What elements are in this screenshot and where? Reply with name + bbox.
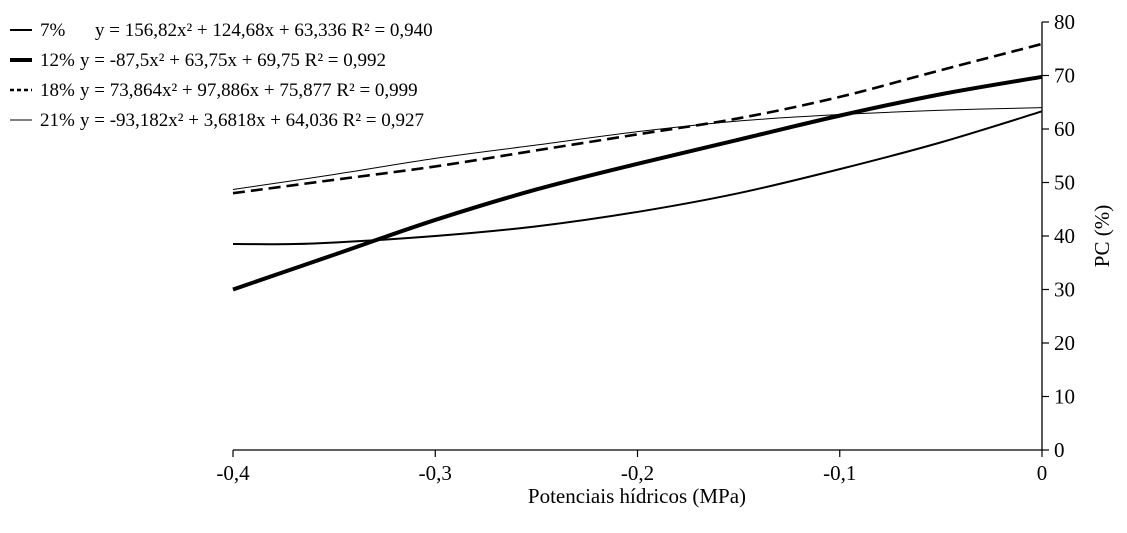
x-tick-label: 0: [1037, 461, 1048, 485]
series-line-4: [232, 107, 1043, 190]
y-tick-label: 60: [1054, 117, 1075, 141]
y-tick-label: 10: [1054, 385, 1075, 409]
series-layer: [232, 42, 1043, 292]
legend-series-name: 12%: [40, 50, 75, 71]
legend-series-name: 18%: [40, 80, 75, 101]
x-tick-label: -0,3: [419, 461, 452, 485]
y-axis-title: PC (%): [1090, 205, 1114, 267]
x-axis-title: Potenciais hídricos (MPa): [528, 484, 746, 508]
legend-series-name: 21%: [40, 110, 75, 131]
legend-equation: y = 156,82x² + 124,68x + 63,336 R² = 0,9…: [95, 20, 433, 41]
y-tick-label: 0: [1054, 438, 1065, 462]
legend-equation: y = 73,864x² + 97,886x + 75,877 R² = 0,9…: [80, 80, 418, 101]
legend-equation: y = -87,5x² + 63,75x + 69,75 R² = 0,992: [80, 50, 386, 71]
series-line-3: [232, 42, 1043, 195]
y-tick-label: 80: [1054, 10, 1075, 34]
legend: 7% y = 156,82x² + 124,68x + 63,336 R² = 0…: [10, 20, 433, 131]
y-ticks: 0 10 20 30 40 50 60 70 80: [1042, 10, 1075, 462]
legend-equation: y = -93,182x² + 3,6818x + 64,036 R² = 0,…: [80, 110, 424, 131]
y-tick-label: 30: [1054, 278, 1075, 302]
y-tick-label: 50: [1054, 171, 1075, 195]
legend-series-name: 7%: [40, 20, 66, 41]
y-tick-label: 70: [1054, 64, 1075, 88]
x-ticks: -0,4 -0,3 -0,2 -0,1 0: [216, 450, 1047, 485]
x-tick-label: -0,1: [823, 461, 856, 485]
series-line-2: [232, 74, 1043, 292]
y-tick-label: 20: [1054, 331, 1075, 355]
y-tick-label: 40: [1054, 224, 1075, 248]
x-tick-label: -0,4: [216, 461, 250, 485]
x-tick-label: -0,2: [621, 461, 654, 485]
series-line-1: [232, 110, 1043, 246]
